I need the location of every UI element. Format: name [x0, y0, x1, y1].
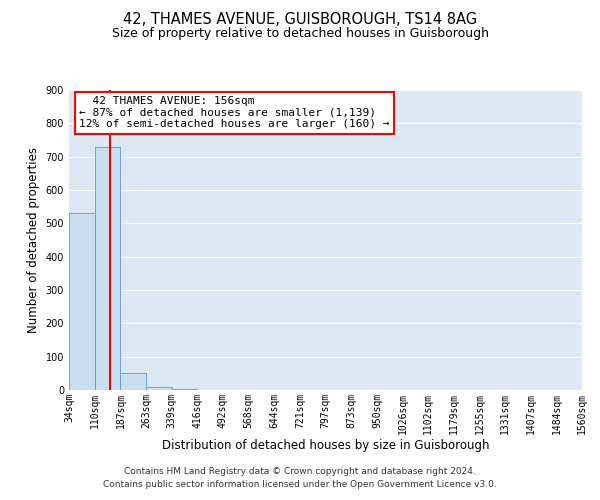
- Bar: [121, 374, 146, 390]
- Bar: [146, 386, 172, 390]
- Bar: [69, 214, 95, 390]
- Text: Contains HM Land Registry data © Crown copyright and database right 2024.: Contains HM Land Registry data © Crown c…: [124, 467, 476, 476]
- Text: Size of property relative to detached houses in Guisborough: Size of property relative to detached ho…: [112, 28, 488, 40]
- Text: 42, THAMES AVENUE, GUISBOROUGH, TS14 8AG: 42, THAMES AVENUE, GUISBOROUGH, TS14 8AG: [123, 12, 477, 28]
- Bar: [95, 148, 121, 390]
- Y-axis label: Number of detached properties: Number of detached properties: [27, 147, 40, 333]
- Text: Contains public sector information licensed under the Open Government Licence v3: Contains public sector information licen…: [103, 480, 497, 489]
- Text: 42 THAMES AVENUE: 156sqm
← 87% of detached houses are smaller (1,139)
12% of sem: 42 THAMES AVENUE: 156sqm ← 87% of detach…: [79, 96, 390, 129]
- X-axis label: Distribution of detached houses by size in Guisborough: Distribution of detached houses by size …: [162, 440, 489, 452]
